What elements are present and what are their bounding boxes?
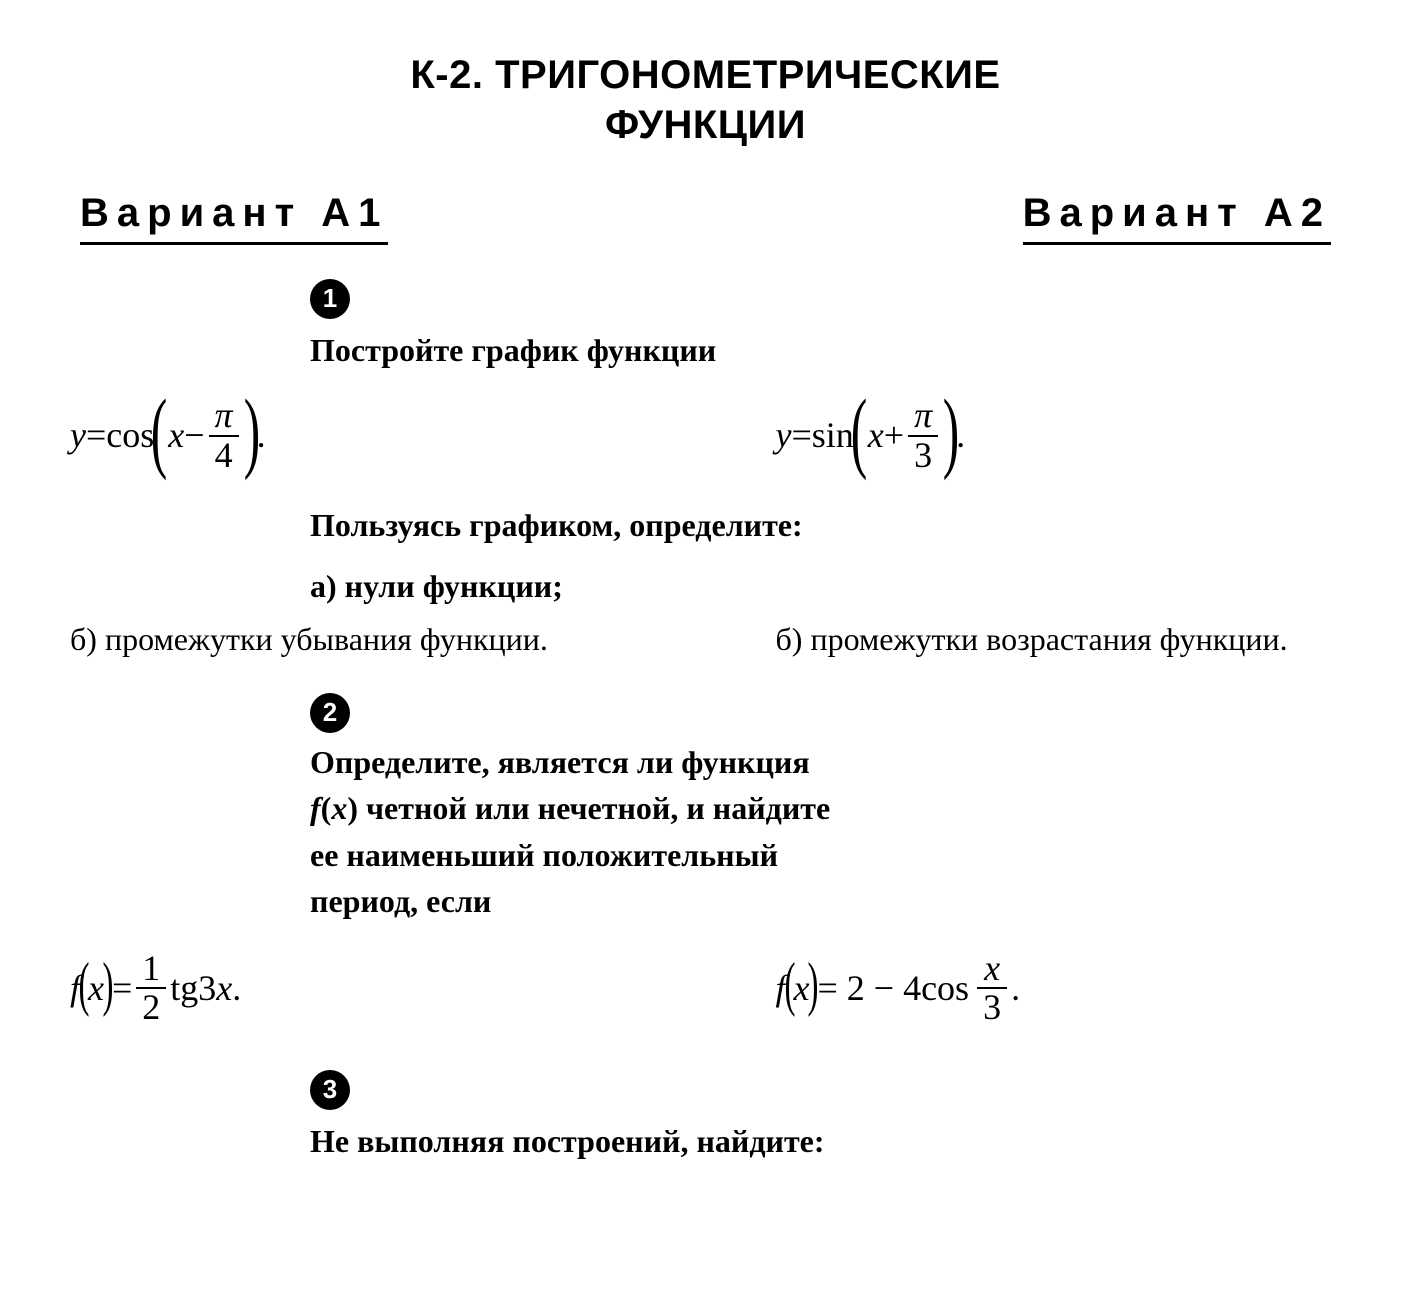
var-y: y [70,411,86,460]
equals-expr: = 2 − 4 [817,964,921,1013]
q2-line3: ее наименьший положительный [310,837,778,873]
variants-row: Вариант А1 Вариант А2 [80,186,1331,245]
fn-cos: cos [921,964,969,1013]
equals: = [791,411,811,460]
var-x: x [868,411,884,460]
q2-prompt: Определите, является ли функция f(x) чет… [310,739,1241,925]
frac-num: 1 [138,950,164,988]
q2-fx-open: ( [321,790,332,826]
period: . [232,964,241,1013]
q1-formula-left: y = cos ( x − π 4 ) . [70,386,706,486]
minus: − [184,411,204,460]
question-3: 3 Не выполняя построений, найдите: [70,1066,1341,1163]
frac-num: π [910,397,936,435]
fn-cos: cos [106,411,154,460]
q2-fx-x: x [331,790,347,826]
frac-den: 4 [209,435,239,475]
frac-den: 3 [908,435,938,475]
frac-num: π [211,397,237,435]
q1-sub-b: б) промежутки убывания функции. б) проме… [70,618,1341,661]
equals: = [112,964,132,1013]
plus: + [884,411,904,460]
variant-a1: Вариант А1 [80,186,388,245]
q2-line4: период, если [310,883,491,919]
fraction-pi-over-3: π 3 [908,397,938,475]
q1-sub-b-right: б) промежутки возрастания функции. [706,618,1342,661]
q1-subprompt-1: Пользуясь графиком, определите: [310,504,1241,547]
q1-prompt: Постройте график функции [310,329,1241,372]
question-1: 1 Постройте график функции y = cos ( x −… [70,275,1341,661]
variant-a2: Вариант А2 [1023,186,1331,245]
q1-sub-b-left: б) промежутки убывания функции. [70,618,706,661]
q2-fx-f: f [310,790,321,826]
period: . [1011,964,1020,1013]
q2-formula-left: f ( x ) = 1 2 tg 3x . [70,938,706,1038]
q1-subprompt-a: а) нули функции; [310,565,1241,608]
question-2: 2 Определите, является ли функция f(x) ч… [70,689,1341,1038]
page-title: К-2. ТРИГОНОМЕТРИЧЕСКИЕ ФУНКЦИИ [70,50,1341,150]
fn-sin: sin [812,411,854,460]
q1-formulas: y = cos ( x − π 4 ) . y = sin [70,386,1341,486]
equals: = [86,411,106,460]
fn-tg: tg [170,964,198,1013]
q2-formulas: f ( x ) = 1 2 tg 3x . f ( x ) = 2 − 4 [70,938,1341,1038]
arg-3x: 3x [198,964,232,1013]
var-x: x [168,411,184,460]
q2-fx-close: ) [347,790,358,826]
title-line-2: ФУНКЦИИ [605,103,806,147]
fraction-pi-over-4: π 4 [209,397,239,475]
var-y: y [776,411,792,460]
title-line-1: К-2. ТРИГОНОМЕТРИЧЕСКИЕ [410,53,1000,97]
q3-badge: 3 [310,1070,350,1110]
fraction-1-over-2: 1 2 [136,950,166,1028]
fraction-x-over-3: x 3 [977,950,1007,1028]
q2-formula-right: f ( x ) = 2 − 4 cos x 3 . [716,938,1342,1038]
q1-badge: 1 [310,279,350,319]
frac-den: 3 [977,987,1007,1027]
q2-line2: четной или нечетной, и найдите [358,790,830,826]
q2-badge: 2 [310,693,350,733]
q3-prompt: Не выполняя построений, найдите: [310,1120,1241,1163]
frac-num: x [980,950,1004,988]
frac-den: 2 [136,987,166,1027]
q1-formula-right: y = sin ( x + π 3 ) . [716,386,1342,486]
q2-line1: Определите, является ли функция [310,744,810,780]
